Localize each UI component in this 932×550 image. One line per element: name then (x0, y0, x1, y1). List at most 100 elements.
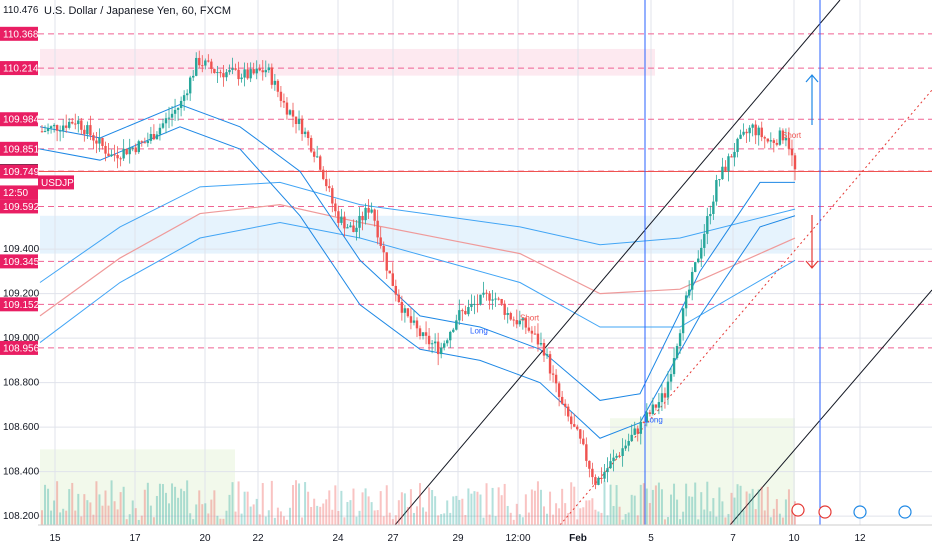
volume-bar (44, 484, 47, 525)
volume-bar (651, 489, 654, 525)
volume-bar (494, 516, 497, 525)
candle-body (225, 72, 228, 78)
candle-body (630, 434, 633, 441)
volume-bar (304, 482, 307, 525)
candle-body (146, 140, 150, 144)
volume-bar (364, 488, 367, 525)
volume-bar (189, 513, 192, 525)
candle-body (657, 402, 661, 408)
candle-body (325, 179, 328, 187)
y-level-badge (0, 254, 38, 269)
volume-bar (137, 519, 140, 525)
volume-bar (403, 493, 406, 525)
volume-bar (760, 486, 763, 525)
volume-bar (527, 512, 530, 525)
candle-body (443, 343, 446, 348)
candle-body (285, 102, 289, 115)
candle-body (80, 120, 83, 130)
candle-body (358, 215, 361, 228)
candle-body (406, 308, 410, 317)
volume-bar (482, 517, 485, 525)
volume-bar (461, 498, 464, 525)
volume-bar (621, 519, 624, 525)
volume-bar (334, 485, 337, 525)
y-tick-label: 109.000 (3, 333, 40, 344)
y-level-label: 109.345 (3, 257, 40, 268)
volume-bar (464, 515, 467, 525)
candle-body (669, 374, 673, 382)
volume-bar (270, 480, 273, 525)
volume-bar (745, 491, 748, 525)
volume-bar (164, 492, 167, 525)
volume-bar (630, 494, 633, 525)
candle-body (609, 461, 612, 469)
volume-bar (694, 482, 697, 525)
candle-body (751, 124, 754, 128)
volume-bar (406, 506, 409, 525)
volume-bar (772, 508, 775, 525)
volume-bar (119, 492, 122, 525)
candle-body (612, 457, 615, 462)
volume-bar (95, 481, 98, 525)
volume-bar (573, 486, 576, 525)
volume-bar (322, 503, 325, 525)
candle-body (633, 428, 636, 435)
volume-bar (485, 483, 488, 525)
candle-body (173, 109, 177, 114)
volume-bar (549, 491, 552, 525)
volume-bar (443, 513, 446, 525)
candle-body (591, 468, 594, 478)
candle-body (512, 319, 515, 321)
volume-bar (234, 511, 237, 525)
candle-body (68, 121, 71, 128)
volume-bar (68, 489, 71, 525)
candle-body (548, 354, 552, 374)
candle-body (433, 341, 437, 344)
volume-bar (552, 514, 555, 525)
volume-bar (415, 506, 418, 525)
volume-bar (246, 491, 249, 525)
candle-body (210, 61, 213, 69)
countdown-label: 12:50 (3, 188, 28, 199)
volume-bar (301, 517, 304, 525)
candle-body (530, 330, 534, 334)
volume-bar (449, 512, 452, 525)
zone-top (40, 48, 655, 76)
volume-bar (512, 519, 515, 525)
candle-body (603, 472, 606, 479)
candle-body (300, 118, 304, 135)
candle-body (639, 421, 642, 434)
candle-body (291, 110, 295, 117)
volume-bar (340, 490, 343, 525)
candle-body (315, 156, 319, 158)
candle-body (509, 313, 512, 320)
volume-bar (385, 485, 388, 525)
volume-bar (533, 490, 536, 525)
candle-body (660, 393, 664, 403)
candle-body (343, 216, 346, 229)
volume-bar (240, 513, 243, 525)
candle-body (430, 343, 434, 345)
candle-body (140, 141, 143, 143)
volume-bar (530, 489, 533, 525)
volume-bar (455, 495, 458, 525)
volume-bar (400, 492, 403, 525)
volume-bar (89, 502, 92, 525)
volume-bar (62, 508, 65, 525)
candle-body (739, 134, 742, 139)
y-level-label: 109.851 (3, 144, 40, 155)
y-tick-label: 108.600 (3, 422, 40, 433)
volume-bar (409, 489, 412, 525)
volume-bar (249, 506, 252, 525)
candle-body (46, 128, 50, 132)
volume-bar (666, 517, 669, 525)
candle-body (455, 320, 458, 330)
volume-bar (177, 497, 180, 525)
volume-bar (660, 489, 663, 525)
candle-body (403, 308, 407, 313)
candle-body (179, 100, 183, 108)
candle-body (787, 137, 791, 149)
candle-body (164, 118, 168, 124)
